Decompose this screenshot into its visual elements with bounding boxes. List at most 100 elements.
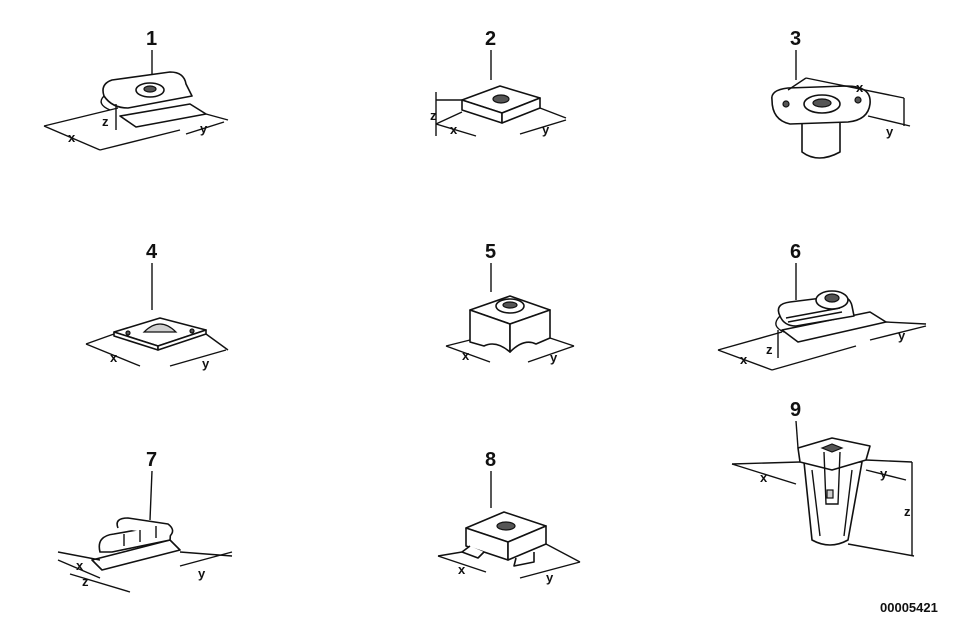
- part-6-y-dim-line: [869, 325, 927, 341]
- part-9-number: 9: [790, 399, 801, 421]
- part-7: 7 x z y: [57, 449, 233, 593]
- part-8-y-ext: [545, 543, 581, 563]
- part-9-y-ext: [865, 459, 913, 463]
- part-2-hole: [492, 94, 510, 104]
- part-1-x-label: x: [68, 130, 76, 145]
- part-1-x-dim-line: [43, 125, 101, 151]
- part-9-body-ribs: [811, 469, 853, 537]
- part-8-x-dim-line: [437, 555, 487, 573]
- part-8-y-dim-line: [519, 561, 581, 579]
- part-7-y-ext: [179, 551, 233, 557]
- part-8-x-label: x: [458, 562, 466, 577]
- part-8-leg-left: [461, 545, 485, 559]
- part-7-z-dim-line: [69, 573, 131, 593]
- part-2-x-dim-line: [435, 123, 477, 137]
- part-7-number: 7: [146, 449, 157, 471]
- part-1-y-dim-line: [185, 121, 225, 135]
- part-3-x-ext: [787, 77, 807, 91]
- part-9: 9 x y z: [731, 399, 915, 557]
- part-5-side-right: [509, 309, 551, 353]
- part-2: 2 x y z: [430, 28, 567, 137]
- part-5-x-ext: [445, 339, 471, 347]
- part-4-x-dim-line: [85, 343, 141, 367]
- part-8-x-ext: [437, 551, 463, 557]
- part-3-x-dim-line: [805, 77, 905, 99]
- part-4-x-ext: [85, 333, 115, 345]
- part-3-rivet-right: [854, 96, 862, 104]
- part-1-y-ext: [205, 113, 229, 121]
- part-9-slot: [823, 451, 841, 505]
- part-8-hole: [496, 521, 516, 531]
- part-9-leader: [795, 420, 799, 449]
- part-9-hole: [820, 443, 844, 453]
- part-8-y-label: y: [546, 570, 554, 585]
- part-4-rivet-b: [189, 328, 195, 334]
- part-4: 4 x y: [85, 241, 229, 371]
- part-6-hole: [824, 293, 840, 303]
- part-7-y-label: y: [198, 566, 206, 581]
- part-7-x-dim-line: [57, 559, 101, 579]
- part-7-hoop: [116, 517, 174, 537]
- part-1: 1 x y z: [43, 28, 229, 151]
- part-3-y-label: y: [886, 124, 894, 139]
- part-2-x-label: x: [450, 122, 458, 137]
- part-6: 6 x y z: [717, 241, 927, 371]
- part-2-number: 2: [485, 28, 496, 50]
- part-9-x-label: x: [760, 470, 768, 485]
- drawing-code: 00005421: [880, 600, 938, 615]
- part-5-y-dim-line: [527, 345, 575, 363]
- part-7-base: [91, 539, 181, 571]
- part-6-number: 6: [790, 241, 801, 263]
- part-7-z-label: z: [82, 574, 89, 589]
- part-2-x-ext: [435, 111, 463, 125]
- part-4-y-label: y: [202, 356, 210, 371]
- part-9-z-ext: [847, 543, 915, 557]
- part-4-rivet-a: [125, 330, 131, 336]
- part-9-slot-tab: [826, 489, 834, 499]
- part-4-number: 4: [146, 241, 158, 263]
- part-9-y-label: y: [880, 466, 888, 481]
- part-5-number: 5: [485, 241, 496, 263]
- part-1-y-label: y: [200, 121, 208, 136]
- part-1-number: 1: [146, 28, 157, 50]
- part-5: 5 x y: [445, 241, 575, 365]
- part-6-z-label: z: [766, 342, 773, 357]
- part-2-y-dim-line: [519, 119, 567, 135]
- part-2-z-label: z: [430, 108, 437, 123]
- part-3-y-dim-line: [867, 115, 911, 127]
- part-6-y-ext: [885, 321, 927, 325]
- part-6-x-ext-a: [717, 331, 783, 351]
- part-9-y-dim-line: [865, 469, 907, 481]
- part-4-x-label: x: [110, 350, 118, 365]
- part-9-x-dim-line: [731, 463, 797, 485]
- part-8-number: 8: [485, 449, 496, 471]
- part-2-y-ext: [539, 107, 567, 119]
- part-6-x-label: x: [740, 352, 748, 367]
- part-8: 8 x y: [437, 449, 581, 585]
- part-6-x-dim-line: [717, 349, 773, 371]
- part-7-x-ext: [57, 551, 101, 561]
- part-5-hole: [502, 301, 518, 309]
- part-4-y-dim-line: [169, 349, 227, 367]
- part-3: 3 x y: [771, 28, 911, 159]
- part-7-y-dim-line: [179, 551, 233, 567]
- part-9-z-label: z: [904, 504, 911, 519]
- part-6-bend: [775, 315, 785, 333]
- part-5-x-dim-line: [445, 345, 491, 363]
- part-7-slots: [123, 526, 157, 546]
- part-3-barrel: [801, 120, 841, 159]
- part-9-x-ext: [731, 461, 801, 465]
- part-3-number: 3: [790, 28, 801, 50]
- part-6-y-label: y: [898, 328, 906, 343]
- part-2-y-label: y: [542, 122, 550, 137]
- part-8-leg-right: [513, 552, 535, 567]
- part-7-leader: [149, 470, 153, 521]
- part-1-hole: [143, 85, 157, 93]
- part-4-y-ext: [205, 333, 229, 351]
- part-3-rivet-left: [782, 100, 790, 108]
- part-1-bend: [100, 95, 111, 111]
- part-5-y-label: y: [550, 350, 558, 365]
- part-3-x-label: x: [856, 80, 864, 95]
- part-1-x-ext-a: [43, 107, 119, 127]
